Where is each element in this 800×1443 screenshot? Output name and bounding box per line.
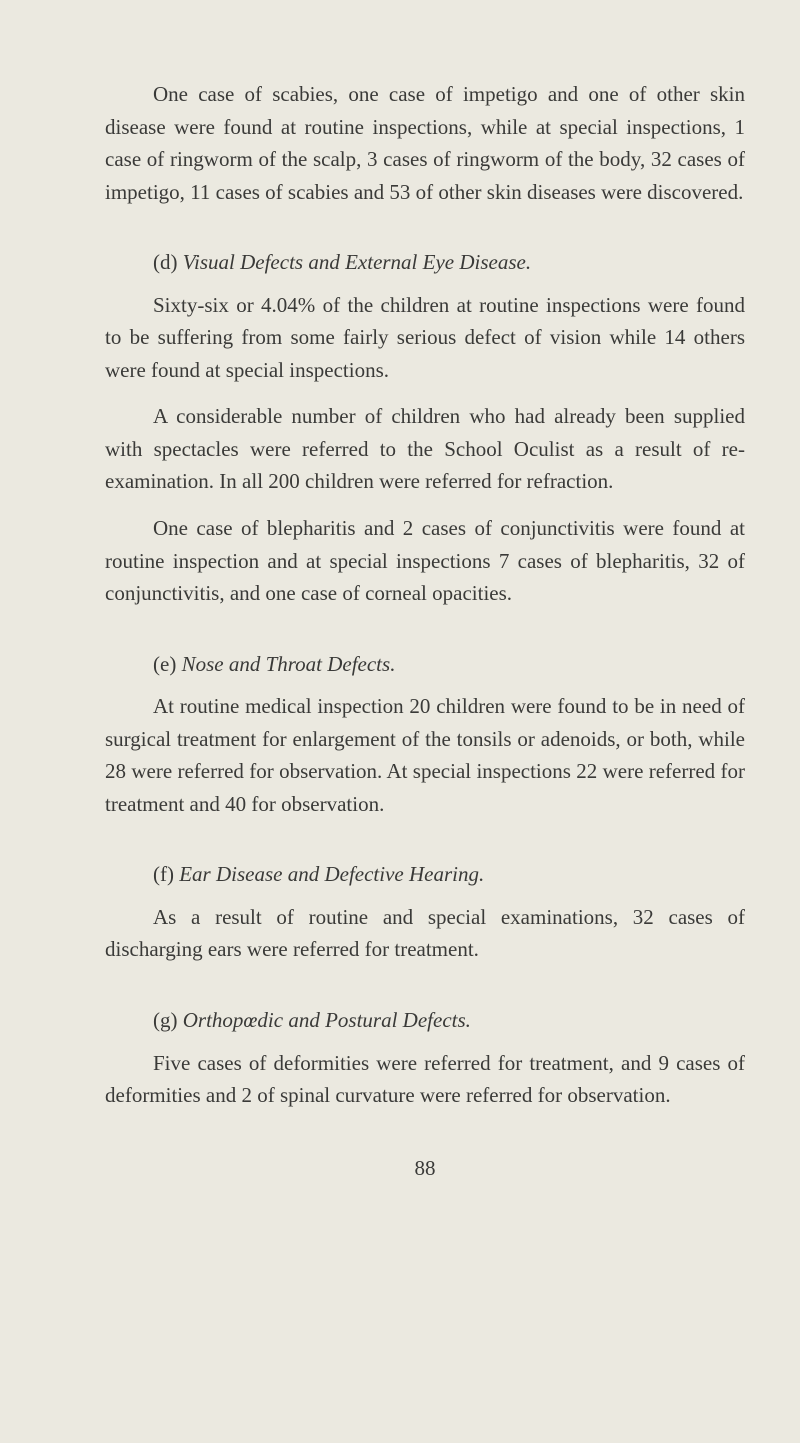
page-container: One case of scabies, one case of impetig…: [0, 0, 800, 1265]
section-g-p1: Five cases of deformities were referred …: [105, 1047, 745, 1112]
section-d-title: Visual Defects and External Eye Disease.: [183, 250, 531, 274]
section-e-title: Nose and Throat Defects.: [182, 652, 396, 676]
section-e-heading: (e) Nose and Throat Defects.: [105, 648, 745, 681]
section-d-letter: (d): [153, 250, 178, 274]
section-f-heading: (f) Ear Disease and Defective Hearing.: [105, 858, 745, 891]
section-e-p1: At routine medical inspection 20 childre…: [105, 690, 745, 820]
section-e-letter: (e): [153, 652, 176, 676]
section-d-p2: A considerable number of children who ha…: [105, 400, 745, 498]
section-d-p3: One case of blepharitis and 2 cases of c…: [105, 512, 745, 610]
section-d-p1: Sixty-six or 4.04% of the children at ro…: [105, 289, 745, 387]
section-d-heading: (d) Visual Defects and External Eye Dise…: [105, 246, 745, 279]
section-g-letter: (g): [153, 1008, 178, 1032]
section-f-p1: As a result of routine and special exami…: [105, 901, 745, 966]
intro-paragraph: One case of scabies, one case of impetig…: [105, 78, 745, 208]
page-number: 88: [105, 1152, 745, 1185]
section-f-letter: (f): [153, 862, 174, 886]
section-g-heading: (g) Orthopœdic and Postural Defects.: [105, 1004, 745, 1037]
section-g-title: Orthopœdic and Postural Defects.: [183, 1008, 471, 1032]
section-f-title: Ear Disease and Defective Hearing.: [179, 862, 484, 886]
